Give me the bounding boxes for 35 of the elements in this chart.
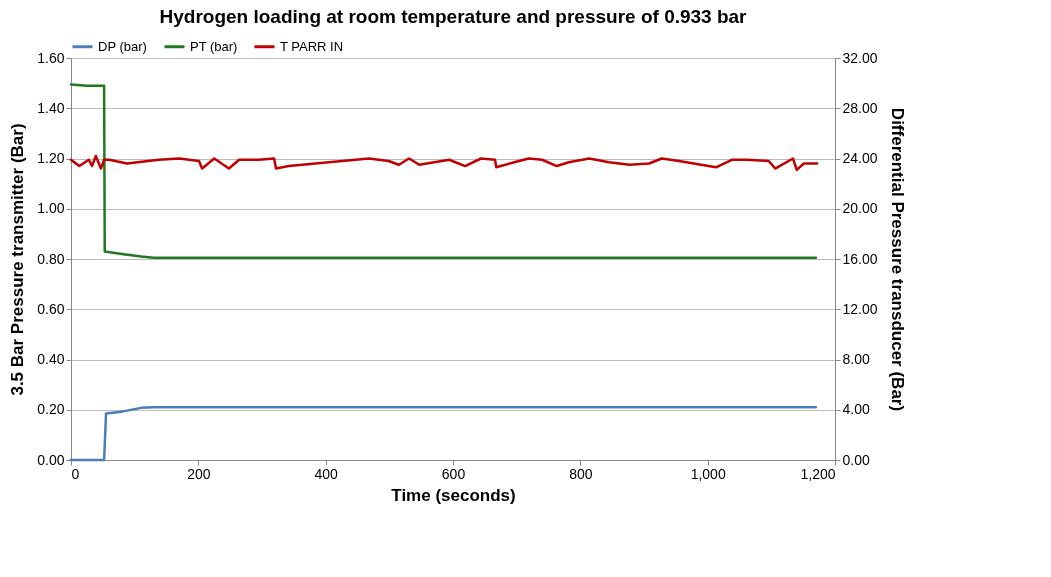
y-tick-label: 0.40: [37, 351, 65, 367]
legend-label: T PARR IN: [280, 38, 344, 54]
x-tick-label: 1,000: [690, 465, 726, 482]
y-tick-label: 0.60: [37, 300, 65, 317]
x-tick-label: 0: [71, 465, 80, 482]
x-tick-label: 200: [187, 465, 211, 482]
y-tick-label: 1.20: [37, 150, 65, 166]
x-tick-label: 400: [314, 465, 339, 482]
x-tick-label: 600: [441, 465, 466, 482]
y-tick-label: 1.00: [37, 200, 65, 217]
y2-tick-label: 8.00: [842, 351, 870, 367]
y-tick-label: 0.00: [37, 451, 65, 468]
y2-tick-label: 16.00: [842, 250, 878, 267]
y-tick-label: 1.60: [37, 49, 65, 66]
x-tick-label: 800: [569, 465, 593, 482]
y2-tick-label: 20.00: [842, 200, 878, 217]
line-series: [69, 83, 818, 259]
y2-axis-title: Differential Pressure transducer (Bar): [887, 107, 907, 412]
y2-tick-label: 24.00: [842, 150, 878, 166]
y2-tick-label: 12.00: [842, 300, 878, 317]
y-tick-label: 0.20: [37, 401, 65, 418]
y-tick-label: 1.40: [37, 99, 65, 116]
chart-title: Hydrogen loading at room temperature and pressure of 0.933 bar: [159, 6, 748, 27]
line-series: [69, 154, 819, 172]
line-series: [69, 405, 818, 462]
x-axis-title: Time (seconds): [391, 485, 516, 505]
legend-label: DP (bar): [98, 38, 147, 54]
y-axis-title: 3.5 Bar Pressure transmitter (Bar): [8, 123, 28, 396]
y-tick-label: 0.80: [37, 250, 65, 267]
y2-tick-label: 28.00: [842, 99, 878, 116]
y2-tick-label: 32.00: [842, 49, 878, 66]
legend-label: PT (bar): [190, 38, 238, 54]
y2-tick-label: 4.00: [842, 401, 870, 418]
x-tick-label: 1,200: [800, 465, 836, 482]
y2-tick-label: 0.00: [842, 451, 870, 468]
